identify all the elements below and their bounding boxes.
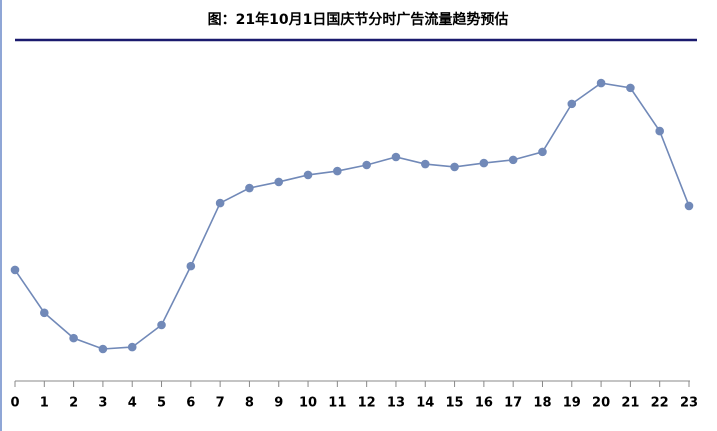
x-tick-label: 11 <box>328 396 346 411</box>
data-point <box>596 78 606 88</box>
data-point <box>303 170 313 180</box>
x-tick-label: 13 <box>387 396 405 411</box>
x-tick-label: 21 <box>621 396 639 411</box>
x-tick-label: 17 <box>504 396 522 411</box>
data-point <box>362 160 371 170</box>
data-point <box>655 126 664 136</box>
data-point <box>10 265 20 275</box>
left-border <box>0 0 2 431</box>
data-point <box>333 166 342 176</box>
x-tick-label: 3 <box>98 396 107 411</box>
data-point <box>420 159 430 169</box>
x-tick-label: 14 <box>416 396 434 411</box>
x-tick-label: 6 <box>186 396 195 411</box>
x-tick-label: 0 <box>10 396 19 411</box>
x-tick-label: 10 <box>299 396 317 411</box>
x-tick-label: 12 <box>358 396 376 411</box>
x-tick-label: 16 <box>475 396 493 411</box>
x-tick-label: 4 <box>128 396 137 411</box>
x-tick-label: 7 <box>216 396 225 411</box>
x-tick-label: 19 <box>563 396 581 411</box>
data-point <box>391 152 401 162</box>
data-point <box>567 99 577 109</box>
x-tick-label: 23 <box>680 396 698 411</box>
x-tick-label: 1 <box>40 396 49 411</box>
x-tick-label: 18 <box>533 396 551 411</box>
data-point <box>274 177 284 187</box>
chart-title: 图：21年10月1日国庆节分时广告流量趋势预估 <box>208 11 509 28</box>
x-tick-label: 2 <box>69 396 78 411</box>
data-point <box>215 198 225 208</box>
x-tick-label: 8 <box>245 396 254 411</box>
data-point <box>98 344 108 354</box>
x-tick-label: 15 <box>446 396 464 411</box>
data-point <box>69 333 78 343</box>
series-line <box>14 82 690 350</box>
data-point <box>245 183 254 193</box>
data-point <box>157 320 166 330</box>
data-point <box>626 83 635 93</box>
data-point <box>40 308 49 318</box>
data-point <box>684 201 694 211</box>
x-tick-label: 9 <box>274 396 283 411</box>
x-tick-label: 5 <box>157 396 166 411</box>
data-point <box>479 158 489 168</box>
data-point <box>538 147 547 157</box>
data-point <box>186 261 196 271</box>
data-point <box>450 162 459 172</box>
data-point <box>127 342 137 352</box>
x-tick-label: 20 <box>592 396 610 411</box>
x-tick-label: 22 <box>651 396 669 411</box>
data-point <box>508 155 518 165</box>
